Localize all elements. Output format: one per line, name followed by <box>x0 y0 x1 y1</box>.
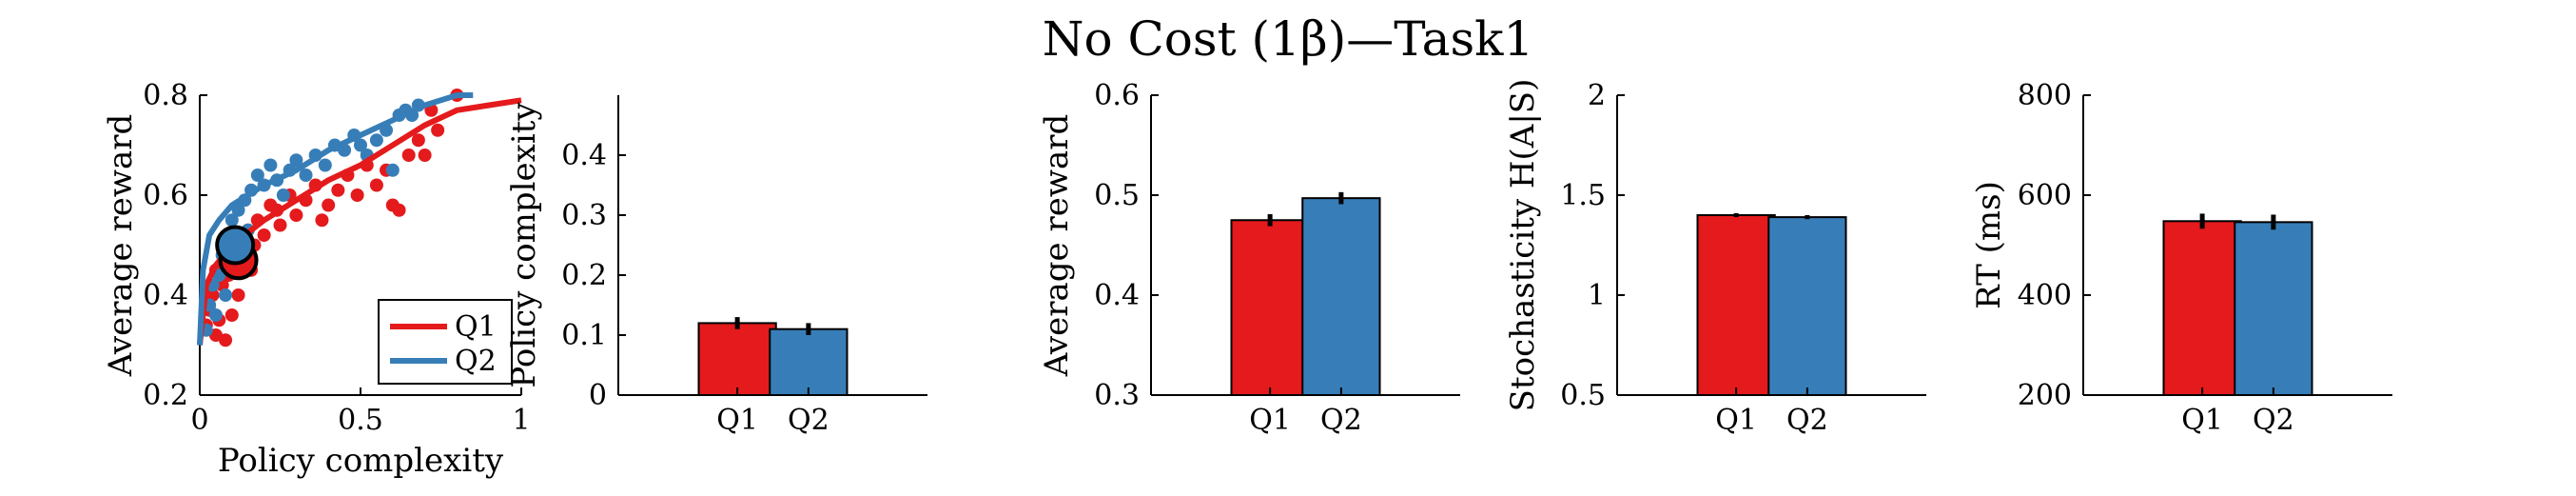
scatter-point-q1 <box>205 288 220 302</box>
chart-panel-2: 0 0.1 0.2 0.3 0.4 Q1 Q2 Policy complexity <box>505 95 927 437</box>
scatter-point-q2 <box>354 138 367 152</box>
scatter-point-q2 <box>263 158 278 172</box>
curve-q1 <box>197 97 522 346</box>
scatter-point-q2 <box>318 158 332 172</box>
curve-q2 <box>197 92 474 346</box>
chart-panel-4: 0.5 1 1.5 2 Q1 Q2 Stochasticity H(A|S) <box>1504 79 1926 437</box>
y-tick-label: 0.5 <box>1560 379 1606 412</box>
y-axis-label: Average reward <box>102 114 140 378</box>
scatter-point-q1 <box>224 308 239 322</box>
y-tick-label: 0.2 <box>143 379 188 412</box>
x-tick-label-q2: Q2 <box>1786 404 1828 437</box>
x-tick-label-q1: Q1 <box>2181 404 2223 437</box>
y-tick-label: 1.5 <box>1560 179 1606 212</box>
scatter-point-q1 <box>273 218 287 232</box>
scatter-point-q1 <box>392 203 406 217</box>
bar-q2 <box>1767 216 1847 396</box>
scatter-point-q1 <box>431 123 445 137</box>
y-tick-label: 0.4 <box>143 279 188 312</box>
legend-box <box>378 299 513 385</box>
scatter-point-q1 <box>231 288 245 302</box>
x-tick-label-q1: Q1 <box>1715 404 1757 437</box>
y-tick-label: 0.3 <box>1094 379 1140 412</box>
scatter-point-q1 <box>315 213 329 228</box>
bar-q1 <box>1696 214 1776 396</box>
y-tick-label: 2 <box>1588 79 1606 112</box>
scatter-point-q2 <box>224 213 239 228</box>
y-tick-label: 0.1 <box>561 319 607 352</box>
y-axis-label: Policy complexity <box>505 102 543 388</box>
scatter-point-q1 <box>418 149 432 162</box>
x-tick-label: 0 <box>190 404 208 437</box>
figure-title: No Cost (1β)—Task1 <box>1043 11 1534 67</box>
scatter-point-q1 <box>322 198 336 212</box>
y-axis-label: RT (ms) <box>1970 181 2008 309</box>
scatter-point-q2 <box>231 203 245 217</box>
scatter-point-q2 <box>289 153 303 168</box>
y-tick-label: 0.4 <box>1094 279 1140 312</box>
y-tick-label: 0.4 <box>561 139 607 172</box>
y-tick-label: 0.6 <box>1094 79 1140 112</box>
bar-q2 <box>2234 221 2313 396</box>
y-tick-label: 0.2 <box>561 259 607 292</box>
scatter-point-q1 <box>350 188 364 202</box>
y-tick-label: 1 <box>1588 279 1606 312</box>
scatter-point-q2 <box>369 133 383 148</box>
bar-q1 <box>2162 220 2242 396</box>
scatter-point-q2 <box>208 308 223 322</box>
scatter-point-q1 <box>215 278 229 292</box>
y-tick-label: 200 <box>2018 379 2072 412</box>
y-axis-label: Stochasticity H(A|S) <box>1504 79 1542 412</box>
legend-label-q1: Q1 <box>455 310 497 344</box>
y-tick-label: 0.5 <box>1094 179 1140 212</box>
chart-panel-3: 0.3 0.4 0.5 0.6 Q1 Q2 Average reward <box>1038 79 1460 437</box>
scatter-point-q2 <box>385 163 400 177</box>
legend-label-q2: Q2 <box>455 345 497 378</box>
y-tick-label: 600 <box>2018 179 2072 212</box>
scatter-point-q2 <box>299 169 313 182</box>
bar-q1 <box>697 322 777 396</box>
scatter-point-q1 <box>257 228 271 242</box>
y-tick-label: 0.3 <box>561 199 607 232</box>
y-tick-label: 0.8 <box>143 79 188 112</box>
x-axis-label: Policy complexity <box>218 442 504 480</box>
x-tick-label-q1: Q1 <box>1249 404 1291 437</box>
x-tick-label-q1: Q1 <box>716 404 758 437</box>
y-tick-label: 0 <box>589 379 607 412</box>
scatter-point-q1 <box>369 178 383 192</box>
scatter-point-q1 <box>401 149 416 162</box>
scatter-point-q2 <box>250 169 264 182</box>
x-tick-label: 1 <box>512 404 530 437</box>
y-tick-label: 0.6 <box>143 179 188 212</box>
scatter-point-q1 <box>331 183 345 197</box>
y-tick-label: 800 <box>2018 79 2072 112</box>
bar-q2 <box>769 327 849 397</box>
scatter-point-q1 <box>289 208 303 222</box>
x-tick-label-q2: Q2 <box>788 404 829 437</box>
y-tick-label: 400 <box>2018 279 2072 312</box>
x-tick-label: 0.5 <box>338 404 383 437</box>
x-tick-label-q2: Q2 <box>1320 404 1362 437</box>
mean-marker-q2 <box>215 225 256 266</box>
bar-q1 <box>1230 219 1310 396</box>
y-axis-label: Average reward <box>1038 114 1076 378</box>
scatter-point-q1 <box>411 133 425 148</box>
scatter-point-q2 <box>219 288 233 302</box>
scatter-point-q2 <box>276 188 290 202</box>
bar-q2 <box>1301 197 1381 396</box>
chart-panel-5: 200 400 600 800 Q1 Q2 RT (ms) <box>1970 79 2392 437</box>
scatter-point-q1 <box>219 333 233 347</box>
x-tick-label-q2: Q2 <box>2253 404 2294 437</box>
